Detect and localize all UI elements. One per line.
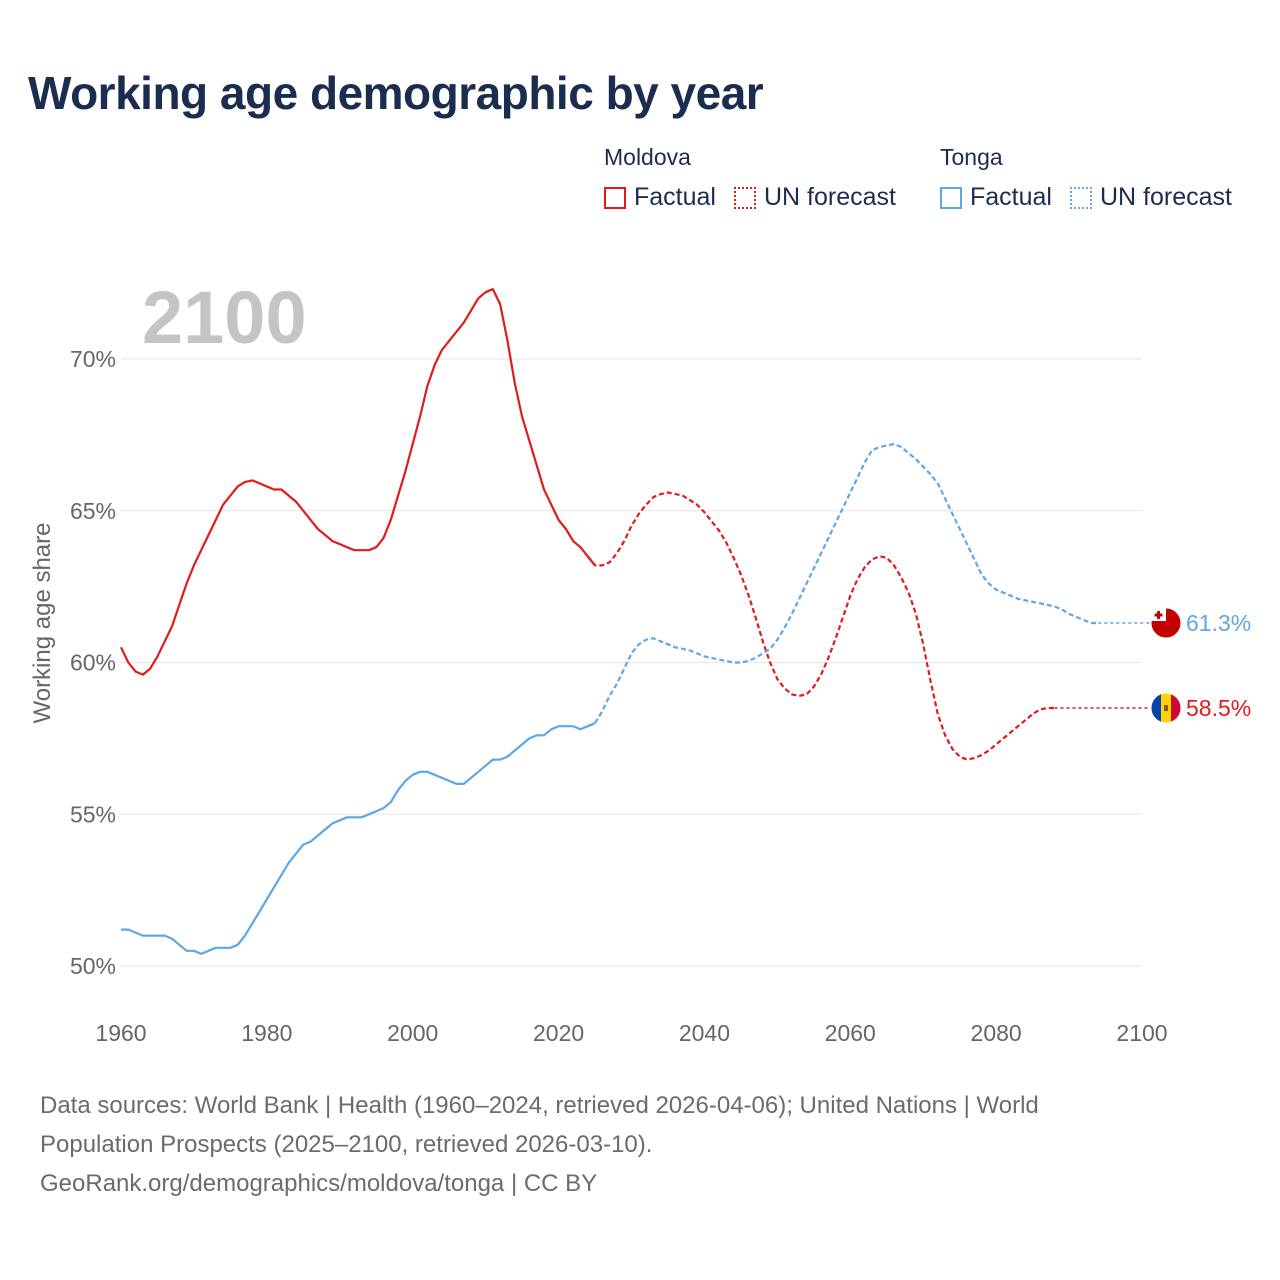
moldova-flag-icon <box>1150 692 1182 724</box>
legend-moldova-forecast-label: UN forecast <box>763 183 896 211</box>
legend-tonga-factual-label: Factual <box>970 183 1052 211</box>
legend-moldova-factual-swatch <box>604 186 626 209</box>
footer-credit[interactable]: GeoRank.org/demographics/moldova/tonga |… <box>40 1170 598 1197</box>
legend-moldova-forecast[interactable]: UN forecast <box>733 183 896 212</box>
moldova-factual-line <box>120 288 596 676</box>
tonga-factual-line <box>121 722 596 955</box>
x-tick-label: 2000 <box>387 1020 438 1046</box>
y-tick-label: 60% <box>70 650 116 676</box>
grid-lines <box>121 358 1142 967</box>
moldova-forecast-line <box>586 491 1055 761</box>
year-watermark: 2100 <box>142 276 307 359</box>
line-chart: 2100 50% 55% 60% 65% 70% 1960 1980 2000 2020 204… <box>29 276 1251 1046</box>
legend-moldova-name: Moldova <box>604 144 691 170</box>
tonga-forecast-line <box>587 442 1099 728</box>
legend-moldova-factual-label: Factual <box>634 183 716 211</box>
y-axis-ticks: 50% 55% 60% 65% 70% <box>70 346 116 979</box>
x-axis-ticks: 1960 1980 2000 2020 2040 2060 2080 2100 <box>95 1020 1167 1046</box>
y-tick-label: 65% <box>70 498 116 524</box>
x-tick-label: 1980 <box>241 1020 292 1046</box>
y-tick-label: 50% <box>70 953 116 979</box>
tonga-flag-icon <box>1150 607 1182 639</box>
x-tick-label: 2060 <box>825 1020 876 1046</box>
x-tick-label: 2080 <box>971 1020 1022 1046</box>
y-axis-label: Working age share <box>29 523 56 724</box>
legend-moldova-forecast-swatch <box>733 186 756 209</box>
end-markers: 58.5% 61.3% <box>1054 607 1251 724</box>
moldova-end-value-label: 58.5% <box>1186 695 1251 721</box>
series-lines <box>120 288 1099 955</box>
tonga-end-value-label: 61.3% <box>1186 610 1251 636</box>
legend-tonga: Tonga Factual UN forecast <box>940 144 1232 212</box>
legend-tonga-name: Tonga <box>940 144 1003 170</box>
chart-title: Working age demographic by year <box>28 67 764 119</box>
legend-tonga-forecast-swatch <box>1069 186 1092 209</box>
x-tick-label: 2100 <box>1116 1020 1167 1046</box>
x-tick-label: 2040 <box>679 1020 730 1046</box>
footer: Data sources: World Bank | Health (1960–… <box>40 1086 1220 1203</box>
footer-source-line-2: Population Prospects (2025–2100, retriev… <box>40 1131 653 1158</box>
legend-moldova: Moldova Factual UN forecast <box>604 144 914 212</box>
legend-tonga-forecast-label: UN forecast <box>1099 183 1232 211</box>
y-tick-label: 55% <box>70 801 116 827</box>
x-tick-label: 1960 <box>95 1020 146 1046</box>
legend-tonga-factual-swatch <box>940 186 962 209</box>
x-tick-label: 2020 <box>533 1020 584 1046</box>
legend-moldova-factual[interactable]: Factual <box>604 183 716 212</box>
y-tick-label: 70% <box>70 346 116 372</box>
legend-tonga-factual[interactable]: Factual <box>940 183 1052 212</box>
footer-source-line-1: Data sources: World Bank | Health (1960–… <box>40 1092 1039 1119</box>
legend-tonga-forecast[interactable]: UN forecast <box>1069 183 1232 212</box>
